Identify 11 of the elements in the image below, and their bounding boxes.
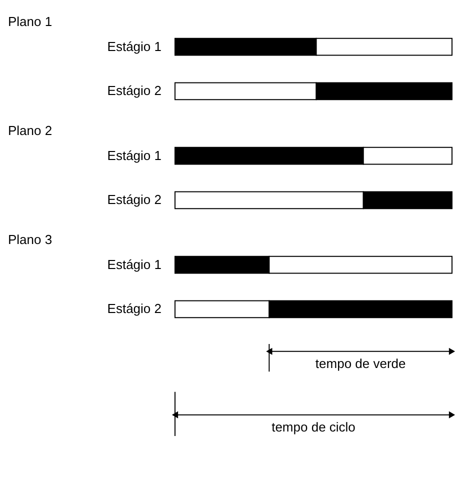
text: Plano 1 bbox=[8, 14, 52, 29]
y-tick-label: Estágio 2 bbox=[107, 301, 162, 316]
y-tick-label: Estágio 1 bbox=[107, 38, 162, 54]
y-tick-label: Estágio 2 bbox=[107, 83, 162, 98]
text: Plano 2 bbox=[8, 123, 52, 138]
text: tempo de ciclo bbox=[272, 420, 356, 435]
y-tick-label: Estágio 1 bbox=[107, 256, 162, 272]
y-tick-label: Estágio 1 bbox=[107, 148, 162, 163]
text: Plano 3 bbox=[8, 232, 52, 247]
y-tick-label: Estágio 2 bbox=[107, 192, 162, 208]
text: tempo de verde bbox=[315, 356, 406, 372]
